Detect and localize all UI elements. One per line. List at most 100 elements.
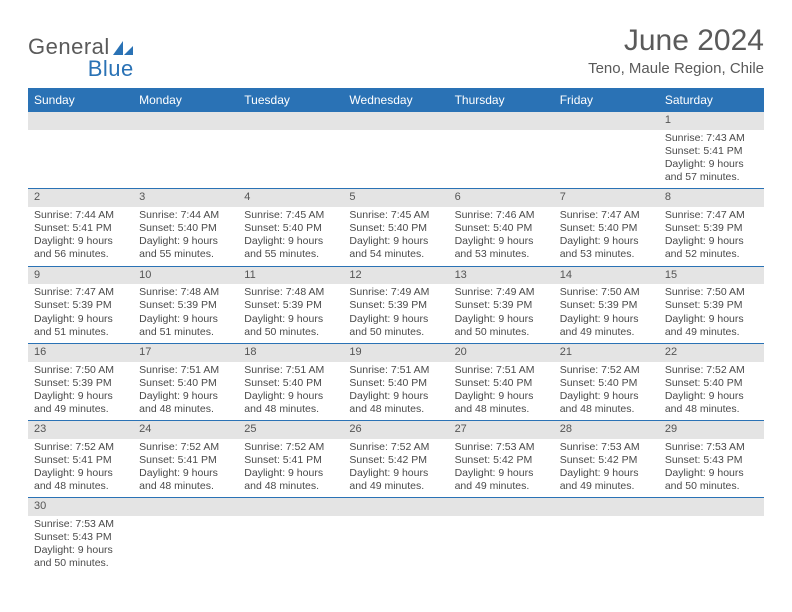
day-ss: Sunset: 5:39 PM bbox=[139, 299, 232, 312]
day-number-cell: 10 bbox=[133, 266, 238, 284]
calendar-table: SundayMondayTuesdayWednesdayThursdayFrid… bbox=[28, 88, 764, 575]
day-ss: Sunset: 5:42 PM bbox=[455, 454, 548, 467]
day-detail-cell: Sunrise: 7:47 AMSunset: 5:39 PMDaylight:… bbox=[659, 207, 764, 266]
day-number-cell: 5 bbox=[343, 189, 448, 207]
day-ss: Sunset: 5:39 PM bbox=[665, 222, 758, 235]
day-d2: and 49 minutes. bbox=[34, 403, 127, 416]
day-detail-cell: Sunrise: 7:53 AMSunset: 5:42 PMDaylight:… bbox=[449, 439, 554, 498]
day-detail-cell: Sunrise: 7:51 AMSunset: 5:40 PMDaylight:… bbox=[343, 362, 448, 421]
day-ss: Sunset: 5:39 PM bbox=[455, 299, 548, 312]
day-sr: Sunrise: 7:49 AM bbox=[349, 286, 442, 299]
day-sr: Sunrise: 7:52 AM bbox=[665, 364, 758, 377]
weekday-header: Thursday bbox=[449, 88, 554, 112]
day-d2: and 50 minutes. bbox=[349, 326, 442, 339]
day-number-row: 1 bbox=[28, 112, 764, 130]
day-number-cell bbox=[659, 498, 764, 516]
day-d2: and 49 minutes. bbox=[349, 480, 442, 493]
day-d2: and 49 minutes. bbox=[560, 326, 653, 339]
day-d1: Daylight: 9 hours bbox=[665, 158, 758, 171]
day-detail-cell: Sunrise: 7:44 AMSunset: 5:40 PMDaylight:… bbox=[133, 207, 238, 266]
day-d1: Daylight: 9 hours bbox=[34, 544, 127, 557]
day-d2: and 50 minutes. bbox=[244, 326, 337, 339]
day-number-cell bbox=[449, 112, 554, 130]
day-number-cell bbox=[343, 112, 448, 130]
day-sr: Sunrise: 7:51 AM bbox=[349, 364, 442, 377]
day-d1: Daylight: 9 hours bbox=[34, 390, 127, 403]
day-d2: and 49 minutes. bbox=[665, 326, 758, 339]
day-sr: Sunrise: 7:53 AM bbox=[455, 441, 548, 454]
day-detail-cell: Sunrise: 7:52 AMSunset: 5:42 PMDaylight:… bbox=[343, 439, 448, 498]
day-sr: Sunrise: 7:50 AM bbox=[560, 286, 653, 299]
day-ss: Sunset: 5:39 PM bbox=[34, 377, 127, 390]
day-detail-cell bbox=[343, 130, 448, 189]
day-ss: Sunset: 5:41 PM bbox=[665, 145, 758, 158]
day-ss: Sunset: 5:39 PM bbox=[665, 299, 758, 312]
day-d1: Daylight: 9 hours bbox=[244, 235, 337, 248]
day-ss: Sunset: 5:40 PM bbox=[560, 377, 653, 390]
day-ss: Sunset: 5:40 PM bbox=[349, 222, 442, 235]
day-d1: Daylight: 9 hours bbox=[349, 467, 442, 480]
day-d1: Daylight: 9 hours bbox=[349, 235, 442, 248]
day-number-cell: 12 bbox=[343, 266, 448, 284]
day-number-cell: 20 bbox=[449, 343, 554, 361]
day-number-row: 16171819202122 bbox=[28, 343, 764, 361]
day-number-cell: 8 bbox=[659, 189, 764, 207]
day-d1: Daylight: 9 hours bbox=[455, 235, 548, 248]
day-sr: Sunrise: 7:48 AM bbox=[244, 286, 337, 299]
day-d2: and 53 minutes. bbox=[455, 248, 548, 261]
day-sr: Sunrise: 7:49 AM bbox=[455, 286, 548, 299]
day-detail-cell: Sunrise: 7:48 AMSunset: 5:39 PMDaylight:… bbox=[133, 284, 238, 343]
day-detail-cell: Sunrise: 7:45 AMSunset: 5:40 PMDaylight:… bbox=[238, 207, 343, 266]
day-d2: and 50 minutes. bbox=[455, 326, 548, 339]
day-d1: Daylight: 9 hours bbox=[560, 390, 653, 403]
day-d1: Daylight: 9 hours bbox=[139, 467, 232, 480]
day-ss: Sunset: 5:40 PM bbox=[244, 377, 337, 390]
day-sr: Sunrise: 7:52 AM bbox=[34, 441, 127, 454]
day-detail-row: Sunrise: 7:44 AMSunset: 5:41 PMDaylight:… bbox=[28, 207, 764, 266]
day-sr: Sunrise: 7:48 AM bbox=[139, 286, 232, 299]
day-number-cell: 2 bbox=[28, 189, 133, 207]
day-ss: Sunset: 5:39 PM bbox=[244, 299, 337, 312]
day-d1: Daylight: 9 hours bbox=[34, 313, 127, 326]
header: GeneralBlue June 2024 Teno, Maule Region… bbox=[28, 24, 764, 82]
day-detail-cell bbox=[554, 516, 659, 575]
weekday-header-row: SundayMondayTuesdayWednesdayThursdayFrid… bbox=[28, 88, 764, 112]
day-number-cell bbox=[238, 498, 343, 516]
day-ss: Sunset: 5:41 PM bbox=[139, 454, 232, 467]
day-detail-cell: Sunrise: 7:53 AMSunset: 5:42 PMDaylight:… bbox=[554, 439, 659, 498]
day-d2: and 55 minutes. bbox=[244, 248, 337, 261]
day-detail-cell bbox=[449, 516, 554, 575]
day-d1: Daylight: 9 hours bbox=[560, 235, 653, 248]
day-detail-cell: Sunrise: 7:45 AMSunset: 5:40 PMDaylight:… bbox=[343, 207, 448, 266]
day-sr: Sunrise: 7:52 AM bbox=[560, 364, 653, 377]
day-sr: Sunrise: 7:51 AM bbox=[139, 364, 232, 377]
day-detail-cell bbox=[28, 130, 133, 189]
day-detail-cell: Sunrise: 7:53 AMSunset: 5:43 PMDaylight:… bbox=[28, 516, 133, 575]
day-d1: Daylight: 9 hours bbox=[244, 390, 337, 403]
day-d1: Daylight: 9 hours bbox=[34, 467, 127, 480]
day-detail-cell bbox=[343, 516, 448, 575]
day-d2: and 48 minutes. bbox=[560, 403, 653, 416]
day-sr: Sunrise: 7:51 AM bbox=[455, 364, 548, 377]
day-detail-cell bbox=[238, 130, 343, 189]
day-number-cell: 11 bbox=[238, 266, 343, 284]
day-number-cell: 14 bbox=[554, 266, 659, 284]
day-ss: Sunset: 5:43 PM bbox=[34, 531, 127, 544]
day-ss: Sunset: 5:40 PM bbox=[139, 377, 232, 390]
day-detail-cell: Sunrise: 7:47 AMSunset: 5:40 PMDaylight:… bbox=[554, 207, 659, 266]
day-d2: and 48 minutes. bbox=[244, 403, 337, 416]
day-detail-cell bbox=[554, 130, 659, 189]
day-sr: Sunrise: 7:51 AM bbox=[244, 364, 337, 377]
day-sr: Sunrise: 7:44 AM bbox=[34, 209, 127, 222]
day-number-cell: 6 bbox=[449, 189, 554, 207]
day-detail-cell: Sunrise: 7:51 AMSunset: 5:40 PMDaylight:… bbox=[133, 362, 238, 421]
day-number-row: 9101112131415 bbox=[28, 266, 764, 284]
weekday-header: Tuesday bbox=[238, 88, 343, 112]
day-detail-cell bbox=[449, 130, 554, 189]
day-sr: Sunrise: 7:45 AM bbox=[244, 209, 337, 222]
weekday-header: Wednesday bbox=[343, 88, 448, 112]
day-detail-cell: Sunrise: 7:50 AMSunset: 5:39 PMDaylight:… bbox=[659, 284, 764, 343]
day-d1: Daylight: 9 hours bbox=[244, 467, 337, 480]
day-detail-cell bbox=[133, 130, 238, 189]
day-d1: Daylight: 9 hours bbox=[244, 313, 337, 326]
